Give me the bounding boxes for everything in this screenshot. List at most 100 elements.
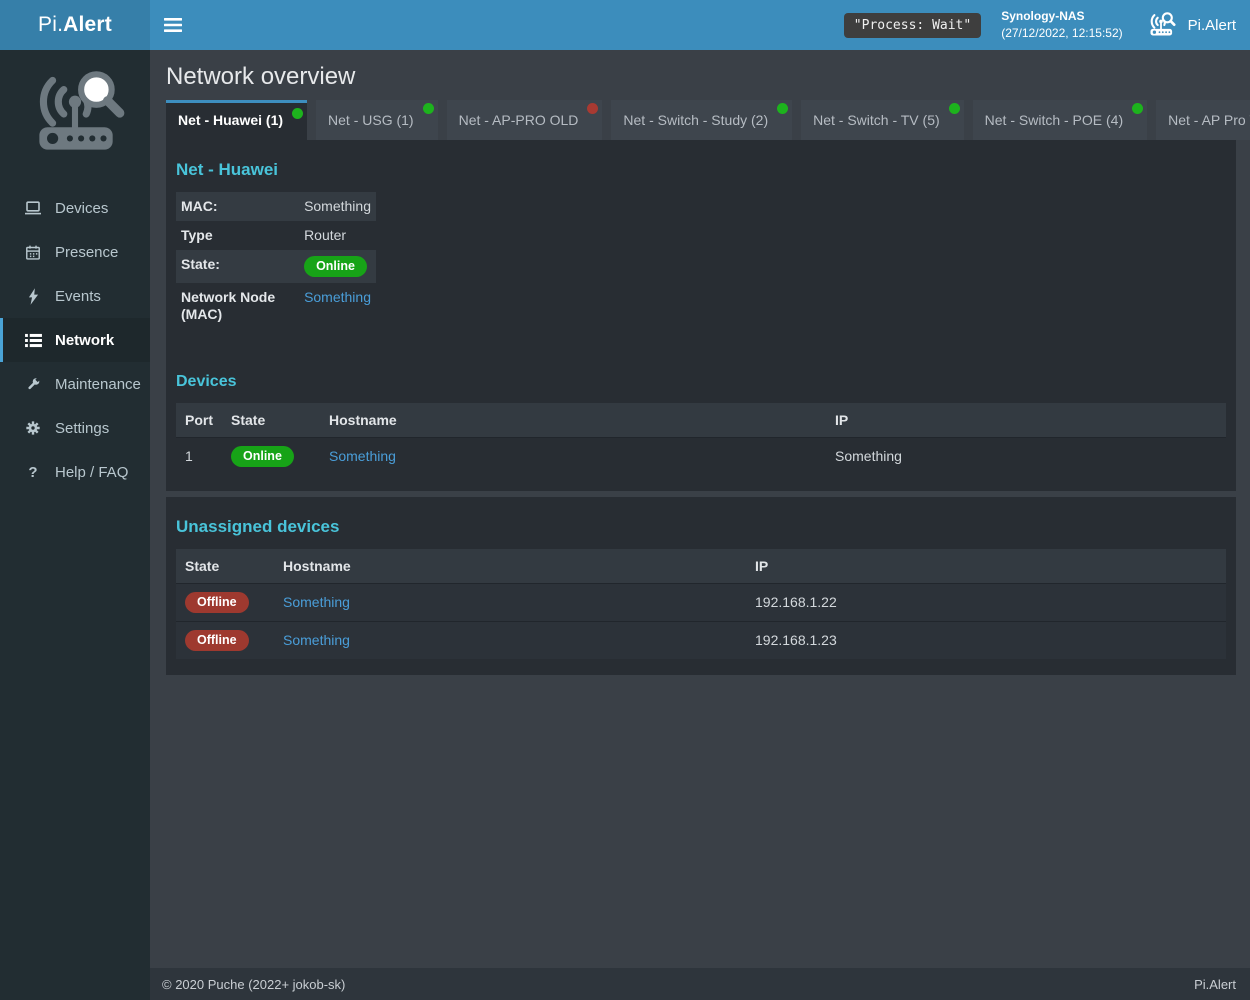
sidebar-item-label: Maintenance xyxy=(55,375,141,393)
sidebar-menu: Devices Presence Events xyxy=(0,186,150,494)
node-detail-panel: Net - Huawei MAC: Something Type Router … xyxy=(166,140,1236,491)
network-node-tabs: Net - Huawei (1) Net - USG (1) Net - AP-… xyxy=(150,100,1250,140)
tab-label: Net - Switch - POE (4) xyxy=(984,112,1124,128)
column-header-hostname: Hostname xyxy=(329,412,397,428)
online-dot-icon xyxy=(292,108,304,119)
sidebar-item-label: Network xyxy=(55,331,115,349)
app-logo-suffix: Alert xyxy=(63,13,112,36)
sidebar-item-network[interactable]: Network xyxy=(0,318,150,362)
unassigned-panel-title: Unassigned devices xyxy=(176,517,340,536)
online-status-badge: Online xyxy=(231,446,294,467)
question-icon: ? xyxy=(28,463,38,481)
unassigned-devices-panel: Unassigned devices State Hostname IP Off… xyxy=(166,497,1236,675)
online-dot-icon xyxy=(1132,103,1144,114)
online-dot-icon xyxy=(422,103,434,114)
sidebar-item-presence[interactable]: Presence xyxy=(0,230,150,274)
host-name: Synology-NAS xyxy=(1001,9,1085,23)
offline-dot-icon xyxy=(587,103,599,114)
navbar-right: "Process: Wait" Synology-NAS (27/12/2022… xyxy=(843,8,1250,42)
footer: © 2020 Puche (2022+ jokob-sk) Pi.Alert xyxy=(150,968,1250,1000)
bolt-icon xyxy=(24,287,42,305)
sidebar-item-label: Devices xyxy=(55,199,109,217)
tab-net-ap-pro-old[interactable]: Net - AP-PRO OLD xyxy=(446,100,603,140)
top-header: Pi. Alert "Process: Wait" Synology-NAS (2… xyxy=(0,0,1250,50)
info-label: State: xyxy=(181,256,220,272)
device-hostname-link[interactable]: Something xyxy=(329,448,396,464)
info-value: Router xyxy=(304,227,347,243)
tab-label: Net - AP Pro WiFi 6 (35) xyxy=(1168,112,1250,128)
tab-net-ap-pro-wifi6[interactable]: Net - AP Pro WiFi 6 (35) xyxy=(1156,100,1250,140)
column-header-hostname: Hostname xyxy=(283,558,351,574)
router-scan-logo-icon xyxy=(39,71,125,150)
info-label: Type xyxy=(181,227,213,243)
sidebar-item-label: Settings xyxy=(55,419,110,437)
device-hostname-link[interactable]: Something xyxy=(283,632,350,648)
info-row-mac: MAC: Something xyxy=(176,192,376,221)
column-header-state: State xyxy=(185,558,220,574)
navbar-brand-link[interactable]: Pi.Alert xyxy=(1143,10,1236,40)
tab-label: Net - USG (1) xyxy=(328,112,414,128)
online-dot-icon xyxy=(777,103,789,114)
unassigned-device-row: Offline Something 192.168.1.23 xyxy=(176,621,1226,659)
unassigned-devices-table: State Hostname IP Offline Something 192.… xyxy=(176,549,1226,659)
offline-status-badge: Offline xyxy=(185,630,249,651)
host-info: Synology-NAS (27/12/2022, 12:15:52) xyxy=(1001,8,1122,42)
device-ip: 192.168.1.23 xyxy=(746,621,1226,659)
device-hostname-link[interactable]: Something xyxy=(283,594,350,610)
router-scan-icon xyxy=(1150,12,1176,36)
list-icon xyxy=(24,333,42,348)
app-logo[interactable]: Pi. Alert xyxy=(0,0,150,50)
content-header: Network overview xyxy=(150,50,1250,100)
devices-table: Port State Hostname IP 1 Online Somethin… xyxy=(176,403,1226,475)
sidebar-item-maintenance[interactable]: Maintenance xyxy=(0,362,150,406)
devices-section-title: Devices xyxy=(176,373,237,390)
sidebar-item-settings[interactable]: Settings xyxy=(0,406,150,450)
footer-brand: Pi.Alert xyxy=(1194,976,1236,992)
host-timestamp: (27/12/2022, 12:15:52) xyxy=(1001,26,1123,40)
device-ip: Something xyxy=(826,437,1226,475)
device-ip: 192.168.1.22 xyxy=(746,583,1226,622)
sidebar-item-label: Events xyxy=(55,287,101,305)
unassigned-table-header: State Hostname IP xyxy=(176,549,1226,584)
gear-icon xyxy=(24,420,42,436)
network-node-link[interactable]: Something xyxy=(304,289,371,305)
online-dot-icon xyxy=(948,103,960,114)
sidebar: Devices Presence Events xyxy=(0,50,150,1000)
info-value: Something xyxy=(304,198,371,214)
sidebar-item-devices[interactable]: Devices xyxy=(0,186,150,230)
node-panel-title: Net - Huawei xyxy=(176,160,279,179)
sidebar-item-label: Help / FAQ xyxy=(55,463,129,481)
devices-table-header: Port State Hostname IP xyxy=(176,403,1226,438)
hamburger-icon xyxy=(164,18,182,32)
main-content: Network overview Net - Huawei (1) Net - … xyxy=(150,50,1250,968)
tab-net-switch-tv[interactable]: Net - Switch - TV (5) xyxy=(801,100,964,140)
tab-net-switch-poe[interactable]: Net - Switch - POE (4) xyxy=(972,100,1148,140)
sidebar-logo xyxy=(0,50,150,166)
column-header-ip: IP xyxy=(755,558,769,574)
tab-net-usg[interactable]: Net - USG (1) xyxy=(316,100,438,140)
info-row-type: Type Router xyxy=(176,221,376,250)
sidebar-toggle-button[interactable] xyxy=(150,0,196,50)
unassigned-device-row: Offline Something 192.168.1.22 xyxy=(176,583,1226,622)
sidebar-item-help[interactable]: ? Help / FAQ xyxy=(0,450,150,494)
offline-status-badge: Offline xyxy=(185,592,249,613)
tab-net-switch-study[interactable]: Net - Switch - Study (2) xyxy=(611,100,793,140)
laptop-icon xyxy=(24,200,42,216)
info-label: MAC: xyxy=(181,198,218,214)
tab-label: Net - Switch - Study (2) xyxy=(623,112,769,128)
sidebar-item-label: Presence xyxy=(55,243,119,261)
column-header-port: Port xyxy=(185,412,213,428)
tab-net-huawei[interactable]: Net - Huawei (1) xyxy=(166,100,308,140)
tab-label: Net - AP-PRO OLD xyxy=(458,112,579,128)
device-port: 1 xyxy=(176,437,222,475)
page-title: Network overview xyxy=(166,63,356,90)
sidebar-item-events[interactable]: Events xyxy=(0,274,150,318)
tab-label: Net - Switch - TV (5) xyxy=(813,112,940,128)
calendar-icon xyxy=(24,244,42,261)
info-row-network-node: Network Node (MAC) Something xyxy=(176,283,376,329)
tab-label: Net - Huawei (1) xyxy=(178,112,284,128)
info-row-state: State: Online xyxy=(176,250,376,283)
footer-copyright: © 2020 Puche (2022+ jokob-sk) xyxy=(162,976,346,992)
process-status-badge: "Process: Wait" xyxy=(843,12,982,38)
node-info-table: MAC: Something Type Router State: Online… xyxy=(176,192,376,329)
